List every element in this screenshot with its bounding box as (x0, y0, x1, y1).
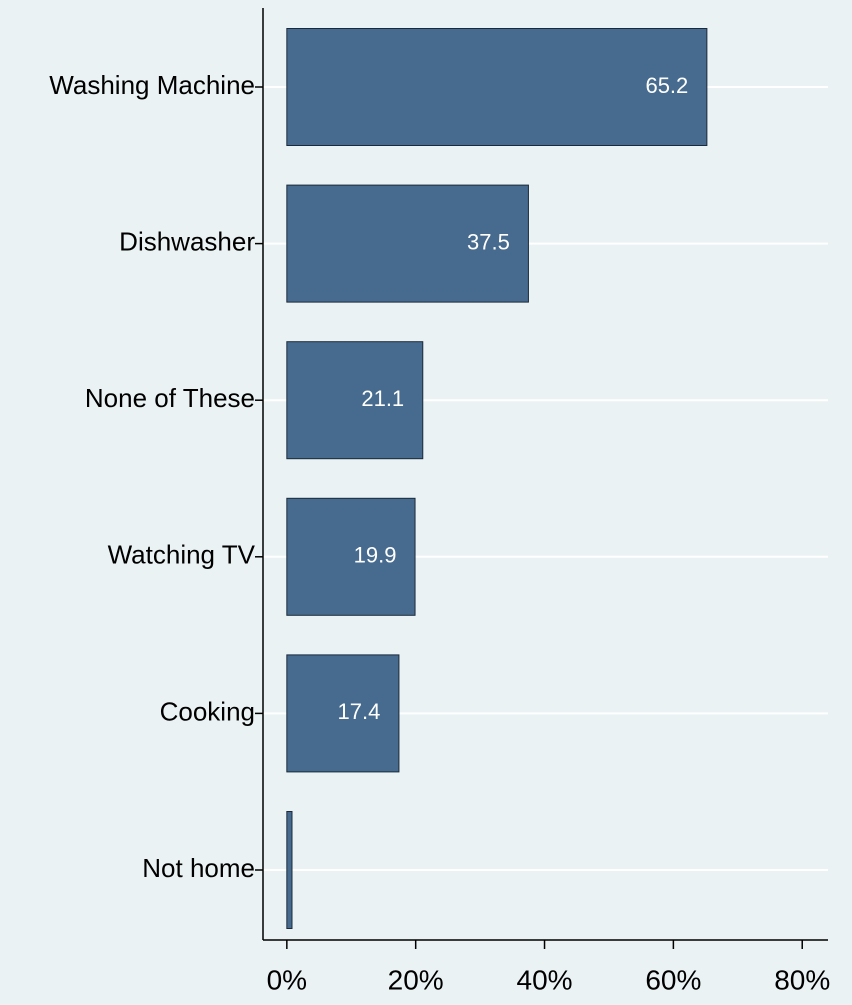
bars: 65.2 37.5 21.1 19.9 17.4 (286, 28, 708, 929)
bar (286, 497, 416, 616)
value-label: 21.1 (361, 386, 404, 411)
bar (286, 28, 708, 146)
x-tick-label: 20% (388, 964, 444, 995)
x-tick-label: 40% (517, 964, 573, 995)
value-label: 19.9 (354, 543, 397, 568)
x-tick-label: 80% (774, 964, 830, 995)
value-label: 17.4 (338, 699, 381, 724)
y-tick-label: Watching TV (108, 540, 256, 570)
bar (286, 184, 529, 303)
y-tick-label: None of These (85, 383, 255, 413)
y-tick-label: Washing Machine (49, 70, 255, 100)
y-tick-label: Dishwasher (119, 226, 255, 256)
y-tick-label: Cooking (160, 696, 255, 726)
bar (286, 811, 293, 929)
y-tick-label: Not home (142, 853, 255, 883)
bar (286, 341, 424, 460)
bar (286, 654, 400, 773)
x-tick-label: 0% (267, 964, 307, 995)
x-tick-label: 60% (645, 964, 701, 995)
value-label: 65.2 (645, 73, 688, 98)
value-label: 37.5 (467, 229, 510, 254)
